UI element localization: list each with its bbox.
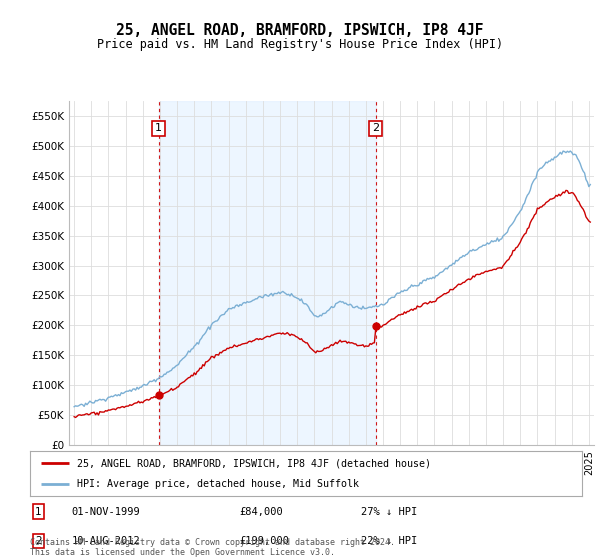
- Text: 1: 1: [35, 507, 41, 516]
- Text: £84,000: £84,000: [240, 507, 284, 516]
- Text: 1: 1: [155, 123, 162, 133]
- Text: 25, ANGEL ROAD, BRAMFORD, IPSWICH, IP8 4JF: 25, ANGEL ROAD, BRAMFORD, IPSWICH, IP8 4…: [116, 24, 484, 38]
- Text: Price paid vs. HM Land Registry's House Price Index (HPI): Price paid vs. HM Land Registry's House …: [97, 38, 503, 52]
- Text: 10-AUG-2012: 10-AUG-2012: [71, 536, 140, 546]
- Bar: [158, 101, 376, 445]
- Text: 27% ↓ HPI: 27% ↓ HPI: [361, 507, 418, 516]
- Text: 2: 2: [35, 536, 41, 546]
- Text: 01-NOV-1999: 01-NOV-1999: [71, 507, 140, 516]
- Text: 2: 2: [372, 123, 379, 133]
- Text: 22% ↓ HPI: 22% ↓ HPI: [361, 536, 418, 546]
- Text: 25, ANGEL ROAD, BRAMFORD, IPSWICH, IP8 4JF (detached house): 25, ANGEL ROAD, BRAMFORD, IPSWICH, IP8 4…: [77, 458, 431, 468]
- Text: £199,000: £199,000: [240, 536, 290, 546]
- Text: HPI: Average price, detached house, Mid Suffolk: HPI: Average price, detached house, Mid …: [77, 479, 359, 489]
- Text: Contains HM Land Registry data © Crown copyright and database right 2024.
This d: Contains HM Land Registry data © Crown c…: [30, 538, 395, 557]
